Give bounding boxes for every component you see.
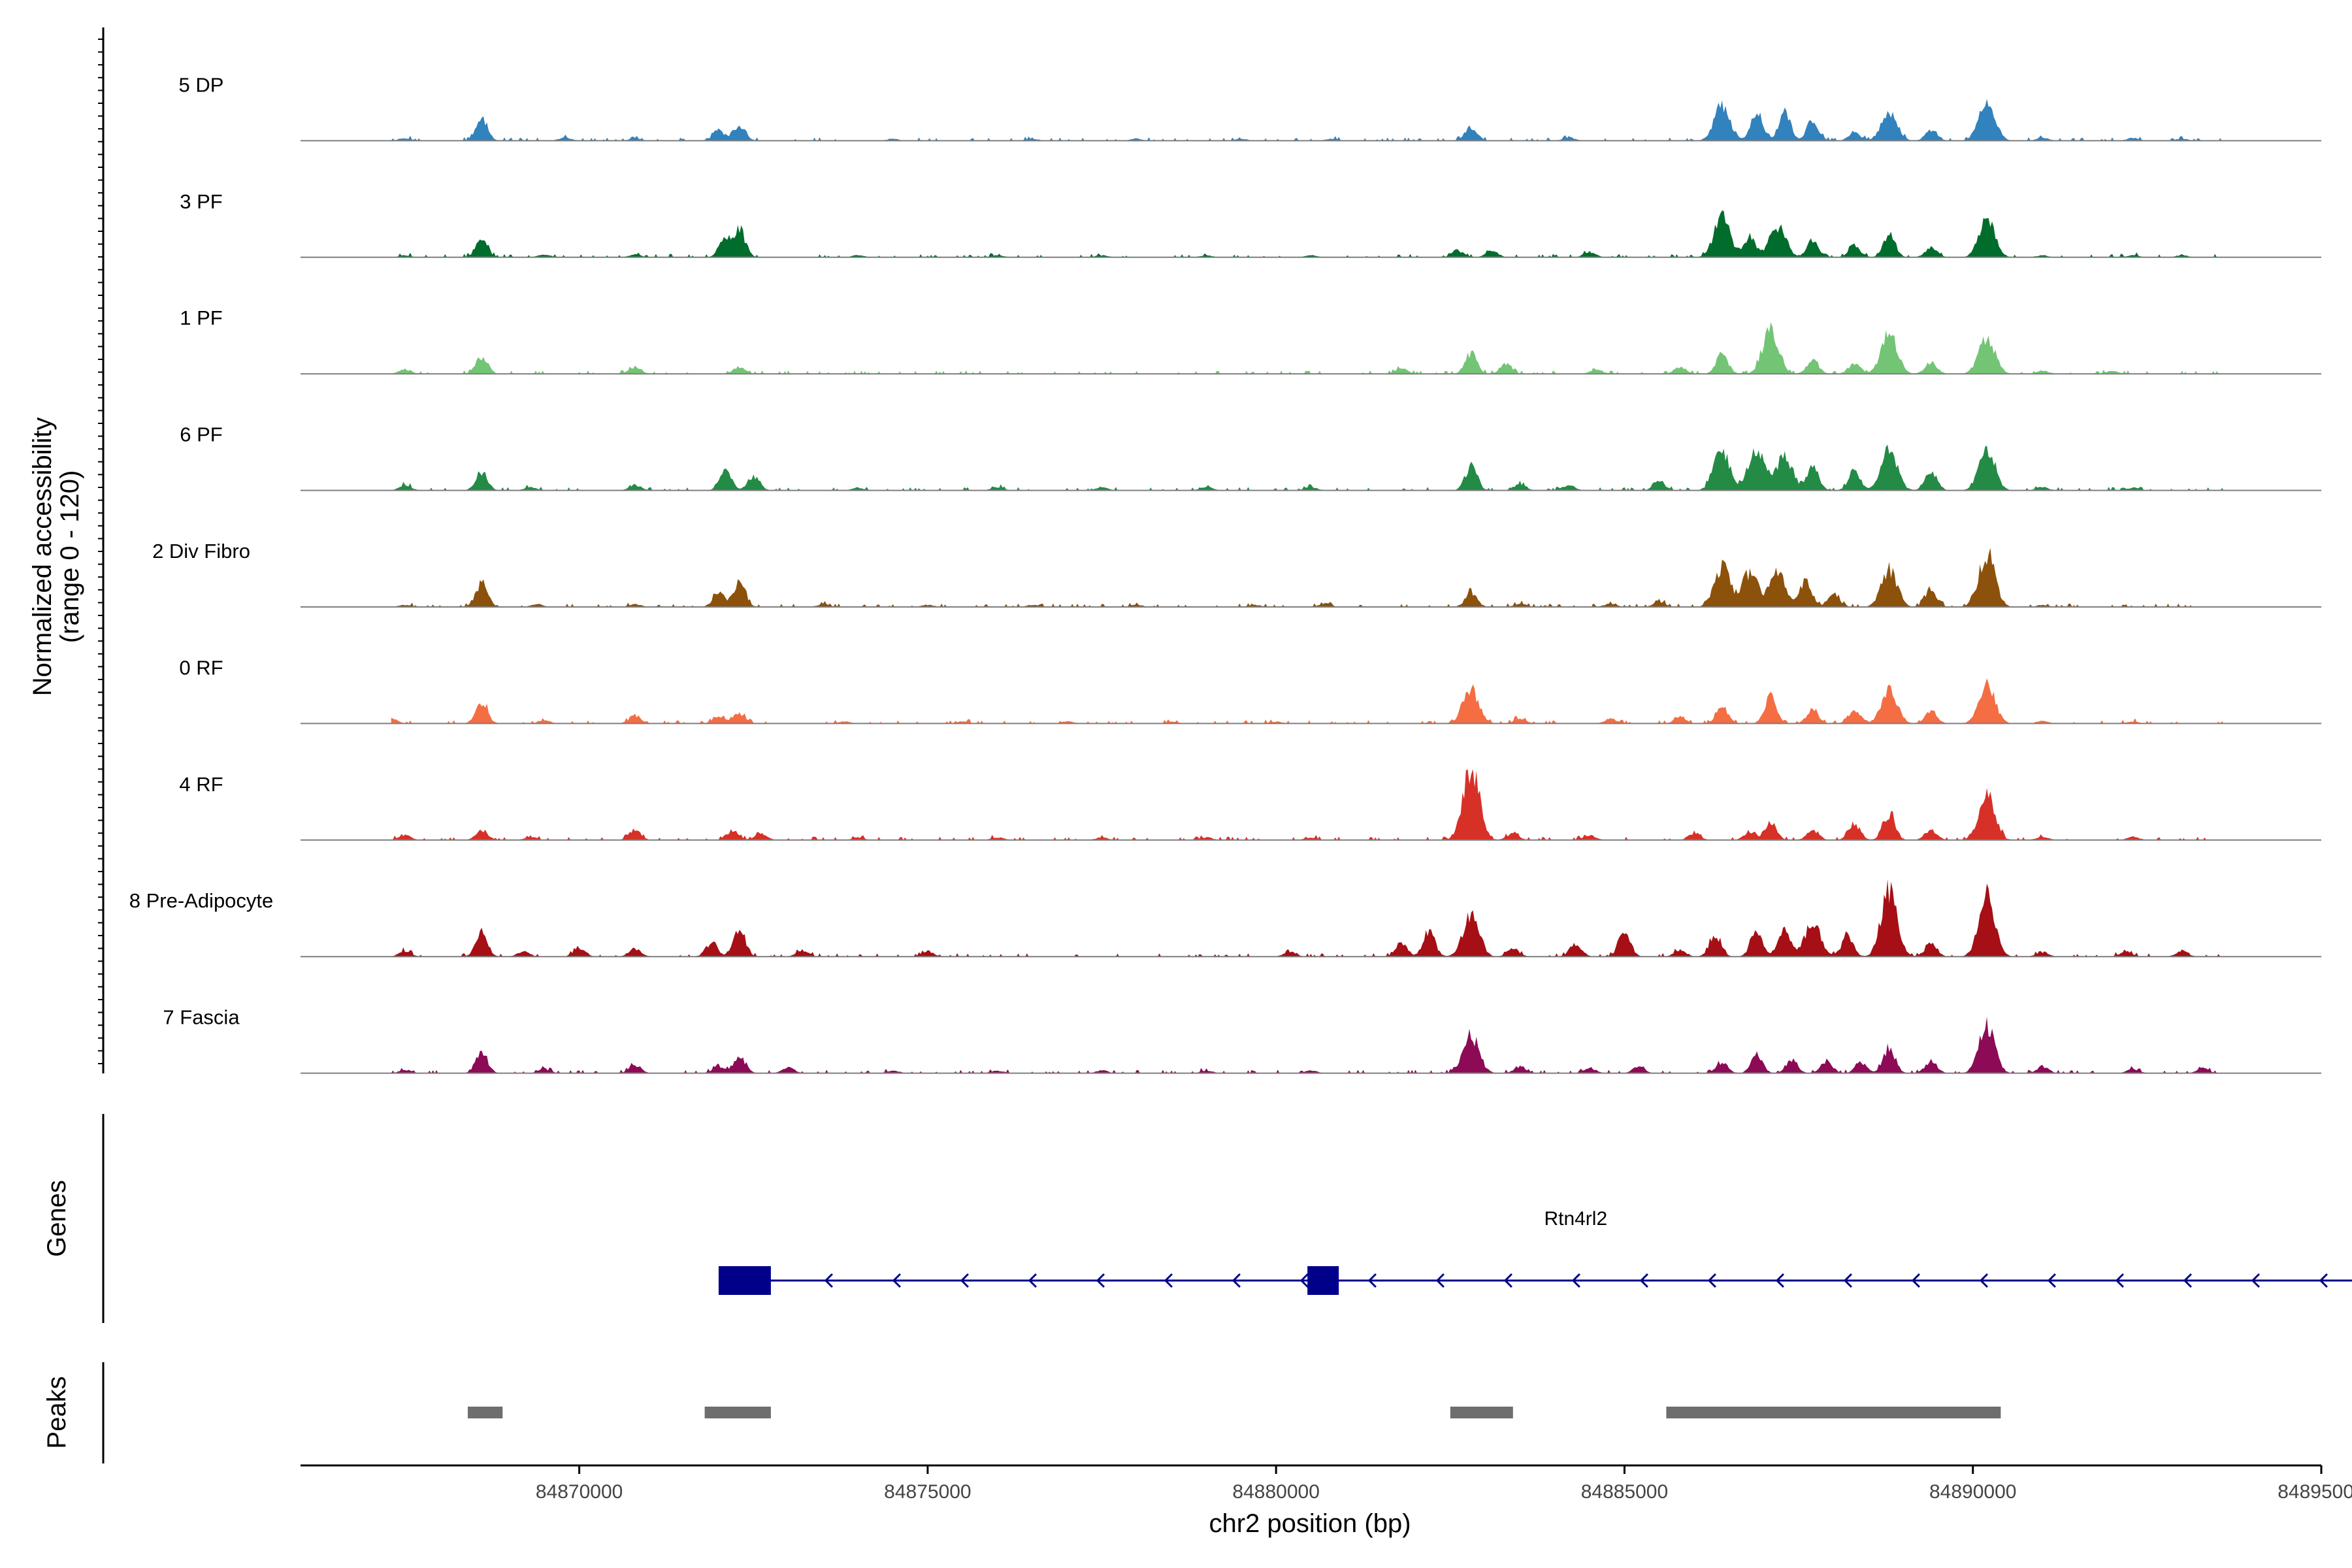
strand-arrow bbox=[1843, 1273, 1852, 1288]
peak-region bbox=[704, 1407, 771, 1418]
strand-arrow bbox=[1435, 1273, 1445, 1288]
coverage-area bbox=[391, 547, 2224, 607]
x-tick-label: 84870000 bbox=[536, 1481, 623, 1503]
strand-arrow bbox=[1639, 1273, 1648, 1288]
peaks-panel-title: Peaks bbox=[42, 1376, 71, 1448]
x-tick-label: 84880000 bbox=[1232, 1481, 1319, 1503]
gene-exon bbox=[718, 1266, 771, 1295]
y-axis-title-line1: Normalized accessibility bbox=[28, 417, 57, 696]
strand-arrow bbox=[1503, 1273, 1512, 1288]
gene-exon bbox=[1307, 1266, 1339, 1295]
coverage-area bbox=[391, 322, 2224, 374]
strand-arrow bbox=[1299, 1273, 1309, 1288]
track-label: 3 PF bbox=[180, 190, 222, 213]
gene-name-label: Rtn4rl2 bbox=[1544, 1208, 1607, 1230]
x-tick-label: 84875000 bbox=[884, 1481, 971, 1503]
strand-arrow bbox=[2115, 1273, 2124, 1288]
strand-arrow bbox=[960, 1273, 969, 1288]
track-2-div-fibro: 2 Div Fibro bbox=[152, 540, 2321, 608]
track-3-pf: 3 PF bbox=[180, 190, 2321, 258]
peak-region bbox=[467, 1407, 503, 1418]
strand-arrow bbox=[1571, 1273, 1580, 1288]
strand-arrow bbox=[2047, 1273, 2056, 1288]
peak-region bbox=[1666, 1407, 2001, 1418]
x-axis-ticks: 84870000 84875000 84880000 84885000 84890000… bbox=[536, 1465, 2352, 1503]
track-1-pf: 1 PF bbox=[180, 306, 2321, 375]
strand-arrow bbox=[2183, 1273, 2192, 1288]
strand-arrow bbox=[1096, 1273, 1105, 1288]
track-4-rf: 4 RF bbox=[179, 769, 2321, 841]
strand-arrow bbox=[1911, 1273, 1920, 1288]
strand-arrow bbox=[1367, 1273, 1377, 1288]
y-axis-title-line2: (range 0 - 120) bbox=[56, 470, 84, 644]
strand-arrow bbox=[824, 1273, 833, 1288]
track-label: 4 RF bbox=[179, 773, 223, 796]
track-label: 5 DP bbox=[179, 73, 224, 96]
strand-arrow bbox=[1707, 1273, 1716, 1288]
coverage-tracks: 5 DP 3 PF 1 PF 6 PF 2 Div Fibro 0 RF 4 RF 8 Pre… bbox=[129, 73, 2321, 1074]
x-tick-label: 84885000 bbox=[1581, 1481, 1668, 1503]
strand-arrow bbox=[2251, 1273, 2260, 1288]
track-label: 1 PF bbox=[180, 306, 222, 329]
coverage-area bbox=[391, 879, 2224, 957]
peak-region bbox=[1450, 1407, 1513, 1418]
strand-arrow bbox=[1164, 1273, 1173, 1288]
strand-arrow bbox=[2319, 1273, 2328, 1288]
track-label: 2 Div Fibro bbox=[152, 540, 250, 563]
strand-arrow bbox=[1028, 1273, 1037, 1288]
peak-track bbox=[467, 1407, 2001, 1418]
track-0-rf: 0 RF bbox=[179, 656, 2321, 725]
track-label: 8 Pre-Adipocyte bbox=[129, 889, 274, 912]
track-label: 0 RF bbox=[179, 656, 223, 679]
track-label: 6 PF bbox=[180, 423, 222, 446]
x-axis-title: chr2 position (bp) bbox=[1209, 1509, 1411, 1538]
track-6-pf: 6 PF bbox=[180, 423, 2321, 491]
coverage-y-ticks bbox=[98, 39, 103, 1064]
coverage-area bbox=[391, 1017, 2224, 1073]
genes-panel-title: Genes bbox=[42, 1180, 71, 1257]
x-tick-label: 84895000 bbox=[2278, 1481, 2352, 1503]
strand-arrow bbox=[1232, 1273, 1241, 1288]
track-7-fascia: 7 Fascia bbox=[163, 1006, 2321, 1074]
gene-track: Rtn4rl2 bbox=[718, 1208, 2352, 1295]
coverage-area bbox=[391, 210, 2224, 257]
track-label: 7 Fascia bbox=[163, 1006, 240, 1029]
track-8-pre-adipocyte: 8 Pre-Adipocyte bbox=[129, 879, 2321, 958]
coverage-area bbox=[391, 444, 2224, 491]
coverage-area bbox=[391, 769, 2224, 840]
coverage-area bbox=[391, 678, 2224, 724]
track-5-dp: 5 DP bbox=[179, 73, 2321, 142]
strand-arrow bbox=[1979, 1273, 1988, 1288]
coverage-area bbox=[391, 99, 2224, 141]
x-tick-label: 84890000 bbox=[1929, 1481, 2016, 1503]
strand-arrow bbox=[892, 1273, 901, 1288]
strand-arrow bbox=[1775, 1273, 1784, 1288]
